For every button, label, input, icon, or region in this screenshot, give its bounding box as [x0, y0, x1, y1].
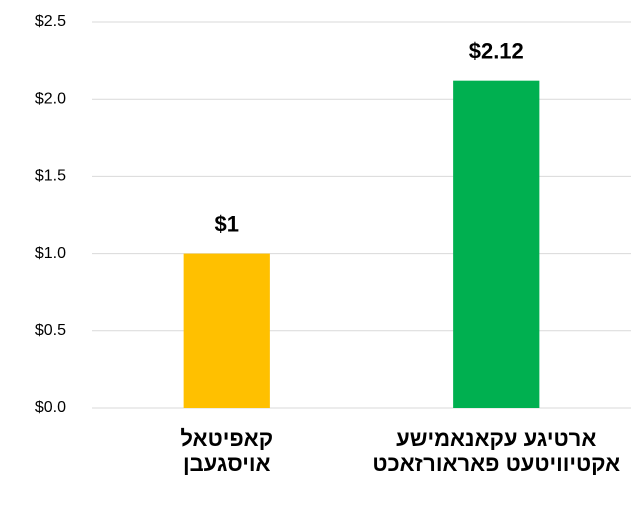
y-tick-label: $0.5: [35, 322, 66, 339]
bar: [453, 80, 540, 408]
bar: [183, 253, 270, 408]
data-label: $1: [215, 211, 239, 236]
y-tick-label: $1.0: [35, 245, 66, 262]
x-tick-label: ארטיגע עקאנאמישע אקטיוויטעט פאראורזאכט: [372, 426, 621, 476]
y-tick-label: $1.5: [35, 168, 66, 185]
y-tick-label: $2.5: [35, 13, 66, 30]
y-tick-label: $2.0: [35, 90, 66, 107]
y-tick-label: $0.0: [35, 399, 66, 416]
x-tick-label: קאפיטאל אויסגעבן: [180, 426, 274, 476]
data-label: $2.12: [469, 38, 524, 63]
